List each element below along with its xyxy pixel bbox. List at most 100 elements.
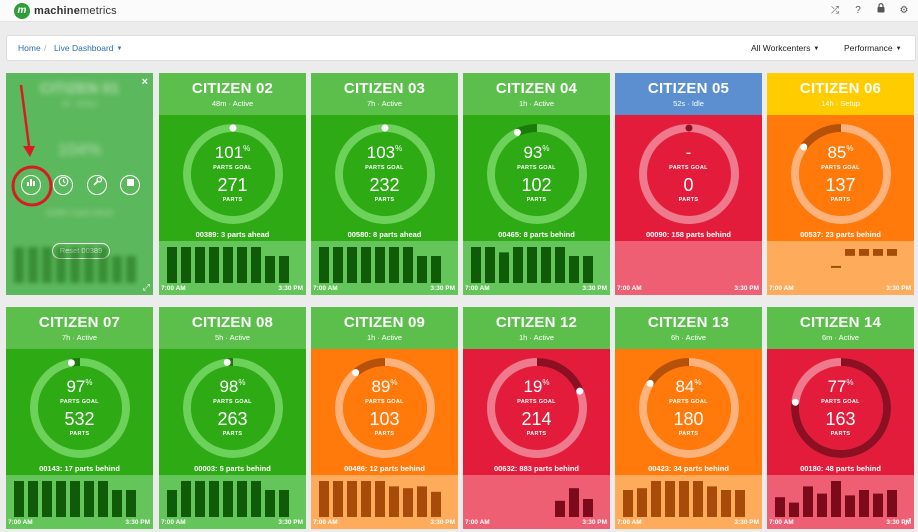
stop-icon[interactable] [120,175,140,195]
progress-ring-fill [335,124,435,224]
gear-icon[interactable]: ⚙ [899,5,909,16]
hourly-bar [70,247,80,283]
parts-label: PARTS [830,431,851,437]
hourly-bar [693,481,703,517]
hourly-bars-chart [471,247,593,283]
parts-goal-label: PARTS GOAL [213,165,252,171]
performance-percent: 98% [219,377,246,396]
tile-body: 93% PARTS GOAL 102 PARTS 00465: 8 parts behi… [463,115,610,241]
progress-ring [639,124,739,224]
hourly-bar [873,493,883,517]
machine-tile[interactable]: CITIZEN 02 48m · Active 101% PARTS GOAL 271 P… [159,73,306,295]
progress-ring [639,358,739,458]
progress-ring [335,124,435,224]
progress-ring-fill [487,358,587,458]
shift-end-time: 3:30 PM [430,285,455,292]
hourly-bar [347,481,357,517]
tile-body: 97% PARTS GOAL 532 PARTS 00143: 17 parts beh… [6,349,153,475]
machine-status: 7h · Active [366,99,403,108]
tile-body: - PARTS GOAL 0 PARTS 00090: 158 parts behind [615,115,762,241]
expand-icon[interactable]: ⤢ [142,282,150,292]
parts-count: 232 [369,175,400,195]
breadcrumb-live-dashboard[interactable]: Live Dashboard ▼ [54,43,123,53]
bars-wrap [469,479,604,517]
hourly-bar [431,491,441,517]
hourly-bars-chart [319,481,441,517]
hourly-bar [84,481,94,517]
machine-tile[interactable]: CITIZEN 12 1h · Active 19% PARTS GOAL 214 PAR… [463,307,610,529]
hourly-bar [845,249,855,256]
parts-goal-label: PARTS GOAL [669,165,708,171]
machinemetrics-logo[interactable]: m machinemetrics [14,3,117,19]
hourly-bar [14,247,24,283]
tile-footer: 7:00 AM 3:30 PM [463,475,610,529]
job-progress-note: 00090: 158 parts behind [645,230,732,239]
parts-goal-label: PARTS GOAL [669,399,708,405]
machine-status: 1h · Active [366,333,403,342]
tile-footer: 7:00 AM 3:30 PM [159,241,306,295]
machine-tile[interactable]: CITIZEN 05 52s · Idle - PARTS GOAL 0 PARTS 000… [615,73,762,295]
bars-wrap [773,479,908,517]
job-progress-note: 00180: 48 parts behind [800,464,881,473]
parts-label: PARTS [678,431,699,437]
reset-counter-button[interactable]: Reset 00389 [52,243,110,259]
hourly-bar [471,247,481,283]
hourly-bar [279,490,289,517]
progress-ring-track [639,124,739,224]
hourly-bar [859,490,869,517]
blurred-bars [12,245,147,283]
progress-ring [487,358,587,458]
machine-name: CITIZEN 05 [647,80,730,97]
expand-icon[interactable]: ⤢ [903,516,911,526]
help-icon[interactable]: ? [855,5,861,16]
hourly-bar [209,481,219,517]
progress-ring-fill [183,124,283,224]
parts-count: 263 [217,409,248,429]
machine-tile[interactable]: CITIZEN 13 6h · Active 84% PARTS GOAL 180 PAR… [615,307,762,529]
tile-header: CITIZEN 14 6m · Active [767,307,914,349]
chart-icon[interactable] [21,175,41,195]
hourly-bar [403,488,413,517]
machine-tile[interactable]: CITIZEN 14 6m · Active 77% PARTS GOAL 163 PAR… [767,307,914,529]
wrench-icon[interactable] [87,175,107,195]
machine-name: CITIZEN 09 [343,314,426,331]
clock-icon[interactable] [53,175,73,195]
shuffle-icon[interactable]: ⤮ [831,5,839,16]
machine-tile[interactable]: CITIZEN 03 7h · Active 103% PARTS GOAL 232 PA… [311,73,458,295]
machine-tile[interactable]: CITIZEN 06 14h · Setup 85% PARTS GOAL 137 PAR… [767,73,914,295]
hourly-bar [56,481,66,517]
performance-percent: 97% [66,377,93,396]
parts-count: 163 [825,409,856,429]
machine-tile[interactable]: CITIZEN 08 5h · Active 98% PARTS GOAL 263 PAR… [159,307,306,529]
shift-end-time: 3:30 PM [125,519,150,526]
lock-icon[interactable] [875,3,887,19]
progress-ring-fill [30,358,130,458]
shift-start-time: 7:00 AM [617,519,642,526]
hourly-bar [56,247,66,283]
hourly-bar [417,486,427,517]
hourly-bars-chart [14,247,136,283]
shift-start-time: 7:00 AM [617,285,642,292]
bars-wrap [621,245,756,283]
machine-tile[interactable]: CITIZEN 09 1h · Active 89% PARTS GOAL 103 PAR… [311,307,458,529]
shift-end-time: 3:30 PM [582,285,607,292]
breadcrumb-home[interactable]: Home [18,43,41,53]
parts-goal-label: PARTS GOAL [60,399,99,405]
machine-tile[interactable]: CITIZEN 07 7h · Active 97% PARTS GOAL 532 PAR… [6,307,153,529]
workcenters-dropdown[interactable]: All Workcenters ▼ [751,43,820,53]
bars-wrap [317,245,452,283]
close-icon[interactable]: × [141,76,148,88]
tile-body: 77% PARTS GOAL 163 PARTS 00180: 48 parts beh… [767,349,914,475]
metric-dropdown[interactable]: Performance ▼ [844,43,902,53]
hourly-bar [569,256,579,283]
parts-label: PARTS [374,197,395,203]
hourly-bar [84,247,94,283]
hourly-bar [887,249,897,256]
hourly-bar [527,247,537,283]
hourly-bars-chart [623,481,745,517]
hourly-bars-chart [167,481,289,517]
machine-tile[interactable]: CITIZEN 04 1h · Active 93% PARTS GOAL 102 PAR… [463,73,610,295]
parts-count: 137 [825,175,856,195]
hourly-bar [389,486,399,517]
job-progress-note: 00580: 8 parts ahead [347,230,422,239]
